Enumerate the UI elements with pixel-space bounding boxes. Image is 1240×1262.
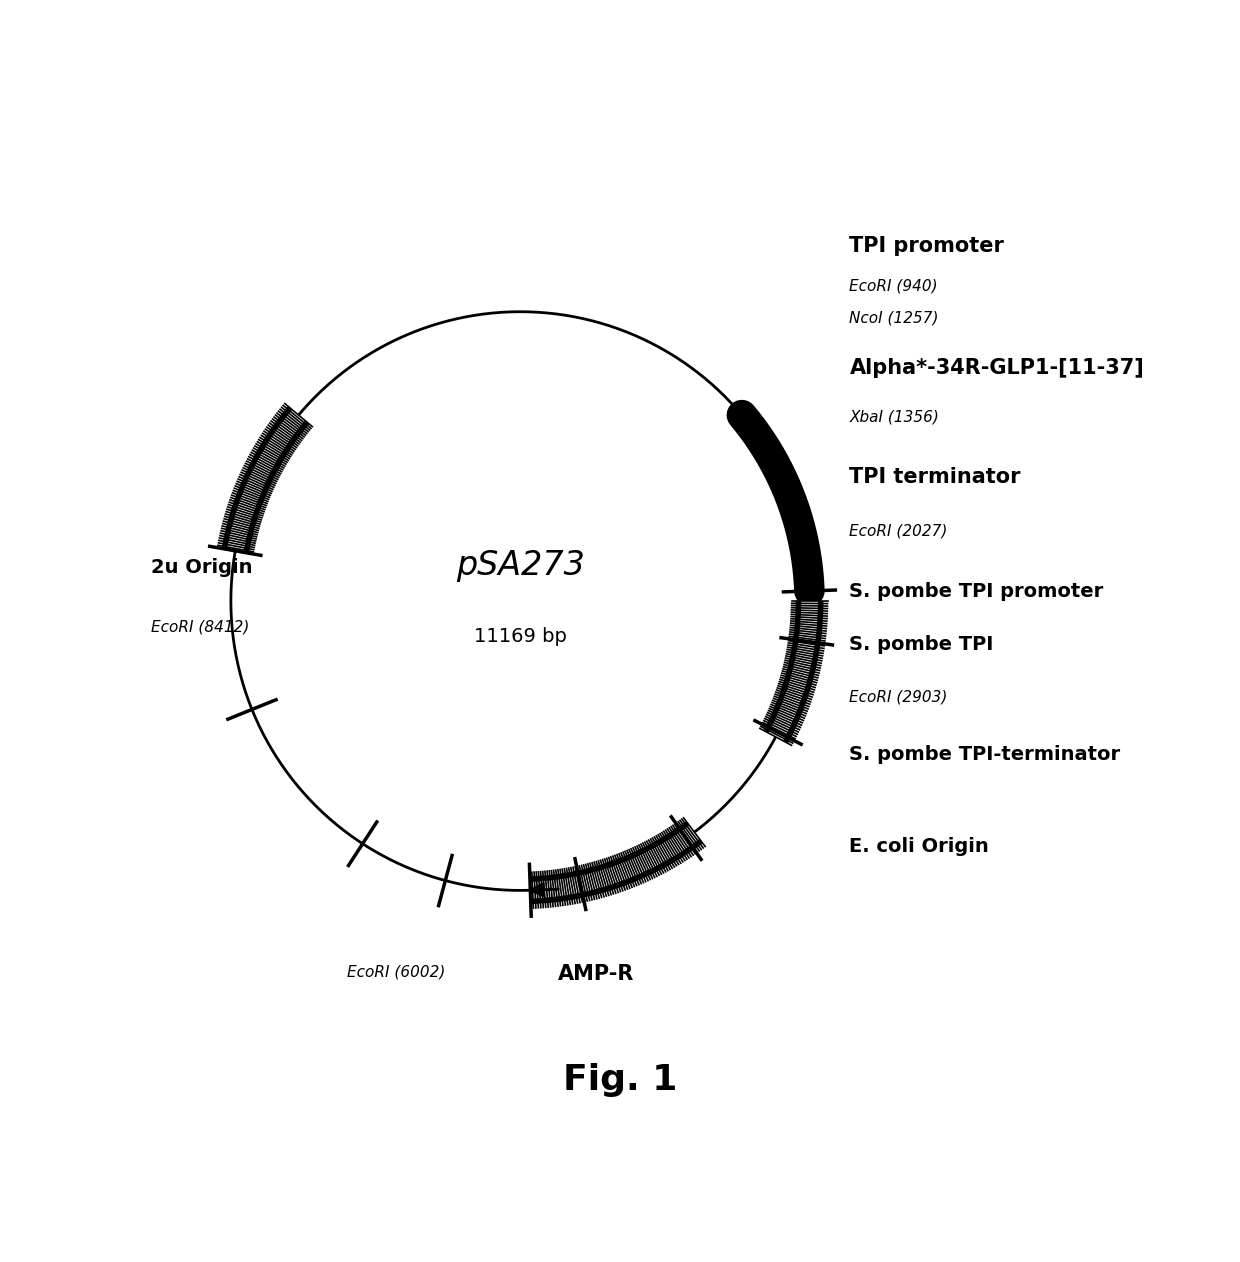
Text: 2u Origin: 2u Origin bbox=[151, 558, 253, 577]
Text: Fig. 1: Fig. 1 bbox=[563, 1063, 677, 1097]
Text: S. pombe TPI-terminator: S. pombe TPI-terminator bbox=[849, 746, 1121, 765]
Text: S. pombe TPI promoter: S. pombe TPI promoter bbox=[849, 582, 1104, 601]
Text: E. coli Origin: E. coli Origin bbox=[849, 837, 990, 856]
Text: 11169 bp: 11169 bp bbox=[474, 627, 567, 646]
Text: EcoRI (8412): EcoRI (8412) bbox=[151, 620, 249, 635]
Text: S. pombe TPI: S. pombe TPI bbox=[849, 636, 993, 655]
Text: EcoRI (2903): EcoRI (2903) bbox=[849, 689, 947, 704]
Text: TPI promoter: TPI promoter bbox=[849, 236, 1004, 256]
Text: Alpha*-34R-GLP1-[11-37]: Alpha*-34R-GLP1-[11-37] bbox=[849, 357, 1145, 377]
Text: EcoRI (2027): EcoRI (2027) bbox=[849, 524, 947, 539]
Text: NcoI (1257): NcoI (1257) bbox=[849, 310, 939, 326]
Text: TPI terminator: TPI terminator bbox=[849, 467, 1021, 487]
Text: EcoRI (940): EcoRI (940) bbox=[849, 279, 939, 293]
Text: AMP-R: AMP-R bbox=[558, 964, 634, 984]
Text: EcoRI (6002): EcoRI (6002) bbox=[347, 964, 445, 979]
Text: pSA273: pSA273 bbox=[456, 549, 585, 582]
Text: XbaI (1356): XbaI (1356) bbox=[849, 410, 940, 425]
